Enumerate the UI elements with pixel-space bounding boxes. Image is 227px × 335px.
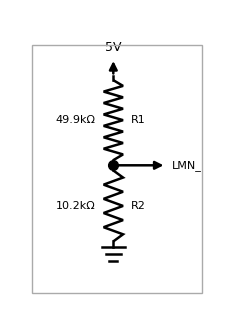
Text: 49.9kΩ: 49.9kΩ xyxy=(55,115,95,125)
Text: R2: R2 xyxy=(130,201,145,211)
Text: 10.2kΩ: 10.2kΩ xyxy=(56,201,95,211)
Text: LMN_: LMN_ xyxy=(171,160,201,171)
Text: 5V: 5V xyxy=(105,42,121,54)
Text: R1: R1 xyxy=(130,115,145,125)
